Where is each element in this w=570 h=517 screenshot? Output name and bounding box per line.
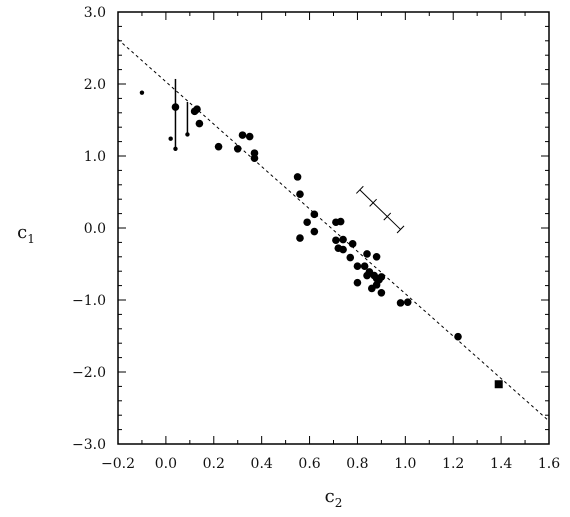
data-point [171,103,180,111]
x-axis-title-main: c [325,486,335,507]
data-point [348,240,357,248]
data-point [336,217,345,226]
x-axis-title-sub: 2 [335,496,343,510]
error-bar-line [359,189,401,230]
data-point [339,245,347,254]
data-point [363,250,371,258]
y-tick-label: 1.0 [84,149,106,165]
error-bar-inner-cap [369,198,377,207]
plot-frame [117,11,550,445]
data-point [360,262,369,270]
x-tick-label: 0.2 [203,456,225,472]
data-point [396,299,405,307]
x-tick-label: 0.6 [298,456,320,472]
error-bar-cap [355,185,364,194]
error-bar-cap [396,225,405,234]
data-point [303,218,311,227]
fit-line [117,38,550,422]
data-point [332,236,340,245]
data-point [193,105,201,113]
data-point [377,289,386,297]
data-point [353,262,362,270]
data-point [310,227,319,236]
data-points [171,103,462,341]
x-tick-label: −0.2 [101,456,135,472]
error-bar-inner-cap [383,212,392,221]
small-data-point [185,132,190,137]
data-point [454,332,462,341]
data-point [310,210,319,219]
data-point [214,142,223,151]
y-tick-label: −3.0 [72,437,106,453]
x-tick-label: 0.4 [251,456,273,472]
small-data-points [139,90,190,151]
data-point [245,132,254,141]
x-tick-label: 1.4 [490,456,512,472]
error-bar-example [355,185,405,234]
y-tick-label: 2.0 [84,77,106,93]
y-ticks: −3.0 −2.0 −1.0 0.0 1.0 2.0 3.0 [72,5,549,453]
vertical-bars [174,78,189,149]
data-point [195,119,204,128]
y-tick-label: 3.0 [84,5,106,21]
y-axis-title-sub: 1 [27,232,35,246]
y-tick-label: 0.0 [84,221,106,237]
x-tick-label: 1.6 [538,456,560,472]
data-point [250,149,259,157]
data-point [377,273,386,281]
x-tick-label: 1.2 [442,456,464,472]
small-data-point [173,146,178,151]
square-data-points [494,380,503,389]
data-point [372,252,381,261]
y-tick-label: −1.0 [72,293,106,309]
x-tick-label: 0.0 [155,456,177,472]
data-point [293,173,302,181]
x-axis-title: c2 [325,486,343,510]
small-data-point [139,90,145,95]
x-tick-label: 0.8 [346,456,368,472]
x-tick-label: 1.0 [394,456,416,472]
data-point [233,145,242,153]
square-data-point [494,380,503,389]
data-point [296,234,304,242]
y-axis-title: c1 [17,222,35,246]
y-tick-label: −2.0 [72,365,106,381]
data-point [346,253,355,262]
data-point [353,278,362,287]
x-ticks: −0.2 0.0 0.2 0.4 0.6 0.8 1.0 1.2 1.4 1.6 [101,12,560,472]
y-axis-title-main: c [17,222,27,243]
small-data-point [168,136,173,141]
data-point [339,235,347,244]
data-point [238,131,247,139]
data-point [296,190,304,198]
data-point [403,298,412,306]
